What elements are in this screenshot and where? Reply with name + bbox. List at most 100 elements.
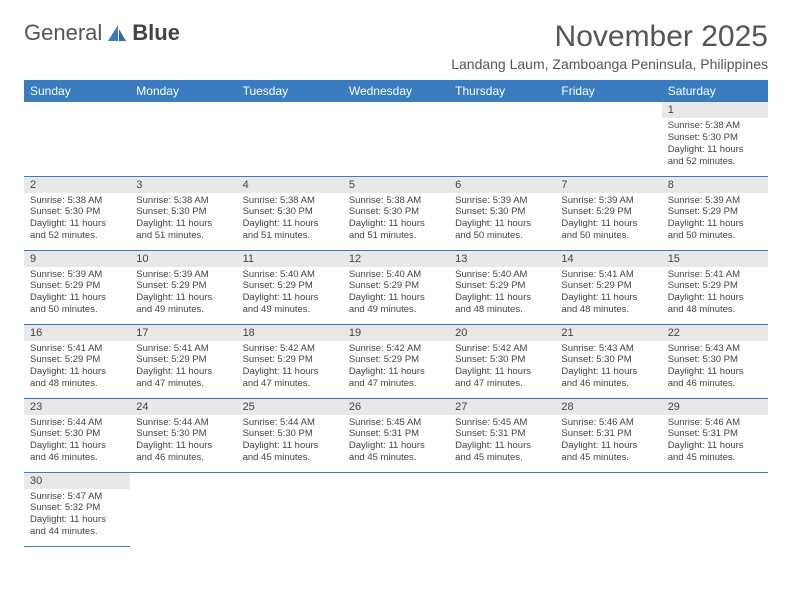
day-content: Sunrise: 5:40 AMSunset: 5:29 PMDaylight:… [343, 267, 449, 321]
calendar-cell-empty [130, 472, 236, 546]
day-content: Sunrise: 5:39 AMSunset: 5:29 PMDaylight:… [662, 193, 768, 247]
calendar-cell: 28Sunrise: 5:46 AMSunset: 5:31 PMDayligh… [555, 398, 661, 472]
day-number: 2 [24, 177, 130, 193]
day-content: Sunrise: 5:44 AMSunset: 5:30 PMDaylight:… [24, 415, 130, 469]
calendar-cell: 12Sunrise: 5:40 AMSunset: 5:29 PMDayligh… [343, 250, 449, 324]
calendar-cell-empty [24, 102, 130, 176]
day-number: 6 [449, 177, 555, 193]
day-number: 13 [449, 251, 555, 267]
day-number: 10 [130, 251, 236, 267]
day-number: 15 [662, 251, 768, 267]
weekday-header: Tuesday [237, 80, 343, 102]
sail-icon [106, 23, 128, 43]
day-content: Sunrise: 5:42 AMSunset: 5:29 PMDaylight:… [237, 341, 343, 395]
day-content: Sunrise: 5:45 AMSunset: 5:31 PMDaylight:… [449, 415, 555, 469]
day-content: Sunrise: 5:44 AMSunset: 5:30 PMDaylight:… [130, 415, 236, 469]
calendar-body: 1Sunrise: 5:38 AMSunset: 5:30 PMDaylight… [24, 102, 768, 546]
day-content: Sunrise: 5:39 AMSunset: 5:29 PMDaylight:… [24, 267, 130, 321]
calendar-header-row: SundayMondayTuesdayWednesdayThursdayFrid… [24, 80, 768, 102]
day-number: 29 [662, 399, 768, 415]
weekday-header: Monday [130, 80, 236, 102]
day-content: Sunrise: 5:40 AMSunset: 5:29 PMDaylight:… [449, 267, 555, 321]
day-content: Sunrise: 5:41 AMSunset: 5:29 PMDaylight:… [24, 341, 130, 395]
calendar-cell: 14Sunrise: 5:41 AMSunset: 5:29 PMDayligh… [555, 250, 661, 324]
calendar-cell: 9Sunrise: 5:39 AMSunset: 5:29 PMDaylight… [24, 250, 130, 324]
day-content: Sunrise: 5:38 AMSunset: 5:30 PMDaylight:… [24, 193, 130, 247]
header: General Blue November 2025 Landang Laum,… [24, 20, 768, 72]
day-number: 4 [237, 177, 343, 193]
calendar-cell: 15Sunrise: 5:41 AMSunset: 5:29 PMDayligh… [662, 250, 768, 324]
day-content: Sunrise: 5:38 AMSunset: 5:30 PMDaylight:… [343, 193, 449, 247]
calendar-cell: 29Sunrise: 5:46 AMSunset: 5:31 PMDayligh… [662, 398, 768, 472]
weekday-header: Sunday [24, 80, 130, 102]
day-content: Sunrise: 5:46 AMSunset: 5:31 PMDaylight:… [555, 415, 661, 469]
calendar-cell-empty [237, 472, 343, 546]
day-number: 30 [24, 473, 130, 489]
calendar-row: 1Sunrise: 5:38 AMSunset: 5:30 PMDaylight… [24, 102, 768, 176]
calendar-cell: 13Sunrise: 5:40 AMSunset: 5:29 PMDayligh… [449, 250, 555, 324]
day-number: 24 [130, 399, 236, 415]
weekday-header: Saturday [662, 80, 768, 102]
calendar-row: 30Sunrise: 5:47 AMSunset: 5:32 PMDayligh… [24, 472, 768, 546]
day-number: 18 [237, 325, 343, 341]
calendar-cell: 23Sunrise: 5:44 AMSunset: 5:30 PMDayligh… [24, 398, 130, 472]
day-content: Sunrise: 5:40 AMSunset: 5:29 PMDaylight:… [237, 267, 343, 321]
calendar-cell-empty [449, 102, 555, 176]
day-content: Sunrise: 5:47 AMSunset: 5:32 PMDaylight:… [24, 489, 130, 543]
day-number: 1 [662, 102, 768, 118]
day-number: 9 [24, 251, 130, 267]
calendar-cell: 21Sunrise: 5:43 AMSunset: 5:30 PMDayligh… [555, 324, 661, 398]
day-number: 16 [24, 325, 130, 341]
day-content: Sunrise: 5:41 AMSunset: 5:29 PMDaylight:… [130, 341, 236, 395]
calendar-cell-empty [237, 102, 343, 176]
day-content: Sunrise: 5:38 AMSunset: 5:30 PMDaylight:… [662, 118, 768, 172]
calendar-cell: 11Sunrise: 5:40 AMSunset: 5:29 PMDayligh… [237, 250, 343, 324]
calendar-cell: 16Sunrise: 5:41 AMSunset: 5:29 PMDayligh… [24, 324, 130, 398]
title-block: November 2025 Landang Laum, Zamboanga Pe… [451, 20, 768, 72]
calendar-cell: 8Sunrise: 5:39 AMSunset: 5:29 PMDaylight… [662, 176, 768, 250]
calendar-cell: 10Sunrise: 5:39 AMSunset: 5:29 PMDayligh… [130, 250, 236, 324]
calendar-cell: 18Sunrise: 5:42 AMSunset: 5:29 PMDayligh… [237, 324, 343, 398]
calendar-table: SundayMondayTuesdayWednesdayThursdayFrid… [24, 80, 768, 547]
day-content: Sunrise: 5:39 AMSunset: 5:30 PMDaylight:… [449, 193, 555, 247]
day-content: Sunrise: 5:43 AMSunset: 5:30 PMDaylight:… [555, 341, 661, 395]
calendar-cell: 25Sunrise: 5:44 AMSunset: 5:30 PMDayligh… [237, 398, 343, 472]
day-content: Sunrise: 5:39 AMSunset: 5:29 PMDaylight:… [555, 193, 661, 247]
calendar-cell-empty [343, 472, 449, 546]
calendar-row: 2Sunrise: 5:38 AMSunset: 5:30 PMDaylight… [24, 176, 768, 250]
day-number: 12 [343, 251, 449, 267]
day-number: 17 [130, 325, 236, 341]
calendar-cell: 4Sunrise: 5:38 AMSunset: 5:30 PMDaylight… [237, 176, 343, 250]
day-number: 22 [662, 325, 768, 341]
calendar-cell-empty [130, 102, 236, 176]
calendar-row: 23Sunrise: 5:44 AMSunset: 5:30 PMDayligh… [24, 398, 768, 472]
calendar-row: 9Sunrise: 5:39 AMSunset: 5:29 PMDaylight… [24, 250, 768, 324]
calendar-cell: 5Sunrise: 5:38 AMSunset: 5:30 PMDaylight… [343, 176, 449, 250]
month-title: November 2025 [451, 20, 768, 54]
day-content: Sunrise: 5:41 AMSunset: 5:29 PMDaylight:… [555, 267, 661, 321]
calendar-cell: 2Sunrise: 5:38 AMSunset: 5:30 PMDaylight… [24, 176, 130, 250]
calendar-cell: 7Sunrise: 5:39 AMSunset: 5:29 PMDaylight… [555, 176, 661, 250]
logo-text-1: General [24, 20, 102, 46]
calendar-cell-empty [555, 102, 661, 176]
day-number: 21 [555, 325, 661, 341]
day-content: Sunrise: 5:42 AMSunset: 5:30 PMDaylight:… [449, 341, 555, 395]
day-number: 27 [449, 399, 555, 415]
calendar-cell: 1Sunrise: 5:38 AMSunset: 5:30 PMDaylight… [662, 102, 768, 176]
day-number: 14 [555, 251, 661, 267]
day-number: 5 [343, 177, 449, 193]
weekday-header: Wednesday [343, 80, 449, 102]
day-content: Sunrise: 5:43 AMSunset: 5:30 PMDaylight:… [662, 341, 768, 395]
day-number: 25 [237, 399, 343, 415]
calendar-cell: 24Sunrise: 5:44 AMSunset: 5:30 PMDayligh… [130, 398, 236, 472]
calendar-cell: 27Sunrise: 5:45 AMSunset: 5:31 PMDayligh… [449, 398, 555, 472]
day-number: 8 [662, 177, 768, 193]
day-number: 7 [555, 177, 661, 193]
calendar-cell: 19Sunrise: 5:42 AMSunset: 5:29 PMDayligh… [343, 324, 449, 398]
day-content: Sunrise: 5:44 AMSunset: 5:30 PMDaylight:… [237, 415, 343, 469]
day-content: Sunrise: 5:46 AMSunset: 5:31 PMDaylight:… [662, 415, 768, 469]
day-content: Sunrise: 5:41 AMSunset: 5:29 PMDaylight:… [662, 267, 768, 321]
calendar-cell-empty [343, 102, 449, 176]
calendar-cell-empty [449, 472, 555, 546]
weekday-header: Thursday [449, 80, 555, 102]
